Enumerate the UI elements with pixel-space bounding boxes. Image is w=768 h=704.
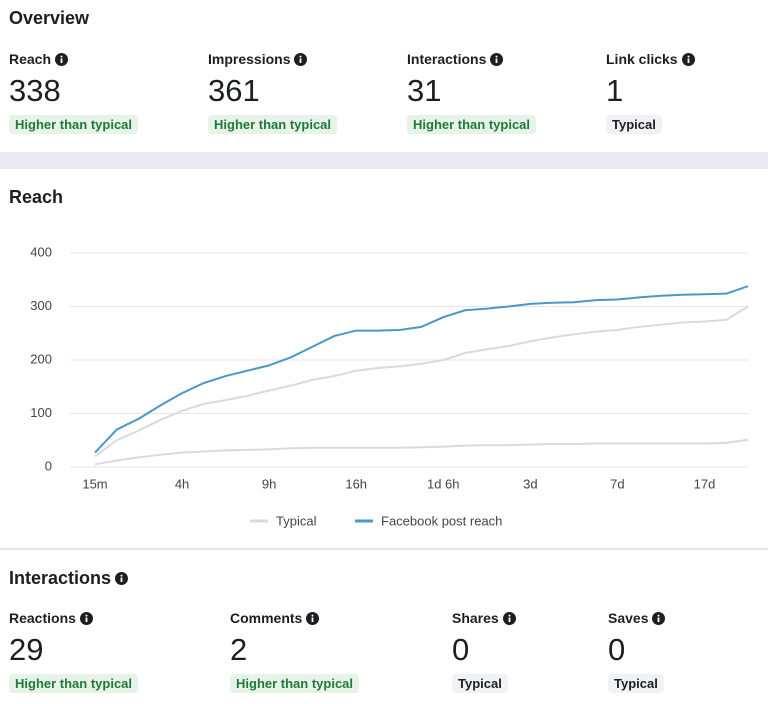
info-icon[interactable] <box>55 52 69 66</box>
metric-value: 31 <box>407 73 442 108</box>
info-icon[interactable] <box>79 611 93 625</box>
separator-band <box>0 152 768 169</box>
badge: Higher than typical <box>407 115 537 134</box>
x-tick-label: 15m <box>82 476 107 491</box>
badge: Typical <box>452 674 508 693</box>
metric-label-row: Comments <box>230 610 359 626</box>
section-title: Interactions <box>9 568 112 588</box>
metric: Link clicks 1 Typical <box>606 51 695 134</box>
section-title: Reach <box>9 187 64 207</box>
section-title-row: Interactions <box>9 568 129 589</box>
metric: Reach 338 Higher than typical <box>9 51 139 134</box>
metric-label: Shares <box>452 610 499 626</box>
x-tick-label: 3d <box>523 476 537 491</box>
metric-label-row: Impressions <box>208 51 337 67</box>
metric: Comments 2 Higher than typical <box>230 610 360 693</box>
data-line <box>94 305 749 458</box>
info-icon[interactable] <box>306 611 320 625</box>
data-line <box>94 438 749 466</box>
info-icon[interactable] <box>294 52 308 66</box>
metric-value: 361 <box>208 73 260 108</box>
info-icon[interactable] <box>490 52 504 66</box>
metric-label-row: Link clicks <box>606 51 695 67</box>
metric: Saves 0 Typical <box>608 610 666 693</box>
x-tick-label: 9h <box>262 476 276 491</box>
metric-label-row: Saves <box>608 610 666 626</box>
metric-value: 0 <box>608 632 626 667</box>
legend-label: Facebook post reach <box>381 513 502 528</box>
metric-value: 1 <box>606 73 624 108</box>
metric-label: Saves <box>608 610 649 626</box>
x-tick-label: 7d <box>610 476 624 491</box>
metric: Shares 0 Typical <box>452 610 516 693</box>
chart: 0 100 200 300 400 15m 4h 9h 16h 1d 6h 3d 7d 17d Typic… <box>30 244 749 528</box>
badge: Higher than typical <box>9 115 139 134</box>
section-title: Overview <box>9 8 90 28</box>
metric-label-row: Shares <box>452 610 516 626</box>
metric-label: Impressions <box>208 51 291 67</box>
info-icon[interactable] <box>502 611 516 625</box>
x-tick-label: 16h <box>345 476 367 491</box>
y-tick-label: 0 <box>45 458 52 473</box>
metric-label: Link clicks <box>606 51 678 67</box>
metric-value: 29 <box>9 632 44 667</box>
metric-label: Reach <box>9 51 52 67</box>
legend-label: Typical <box>276 513 317 528</box>
metric: Interactions 31 Higher than typical <box>407 51 537 134</box>
metric-value: 2 <box>230 632 248 667</box>
info-icon[interactable] <box>115 572 129 585</box>
divider <box>0 548 768 550</box>
y-tick-label: 200 <box>30 351 52 366</box>
metric-label-row: Reactions <box>9 610 138 626</box>
data-line <box>94 285 749 454</box>
badge: Typical <box>608 674 664 693</box>
x-tick-label: 4h <box>175 476 189 491</box>
y-tick-label: 100 <box>30 405 52 420</box>
x-tick-label: 17d <box>694 476 716 491</box>
metric-value: 0 <box>452 632 470 667</box>
metric: Impressions 361 Higher than typical <box>208 51 338 134</box>
y-tick-label: 400 <box>30 244 52 259</box>
info-icon[interactable] <box>652 611 666 625</box>
badge: Higher than typical <box>9 674 139 693</box>
x-tick-label: 1d 6h <box>427 476 460 491</box>
metric-label-row: Reach <box>9 51 138 67</box>
metric-label: Interactions <box>407 51 487 67</box>
metric-label-row: Interactions <box>407 51 536 67</box>
metric-label: Reactions <box>9 610 76 626</box>
badge: Higher than typical <box>208 115 338 134</box>
badge: Typical <box>606 115 662 134</box>
metric: Reactions 29 Higher than typical <box>9 610 139 693</box>
info-icon[interactable] <box>681 52 695 66</box>
metric-label: Comments <box>230 610 303 626</box>
metric-value: 338 <box>9 73 61 108</box>
badge: Higher than typical <box>230 674 360 693</box>
y-tick-label: 300 <box>30 298 52 313</box>
